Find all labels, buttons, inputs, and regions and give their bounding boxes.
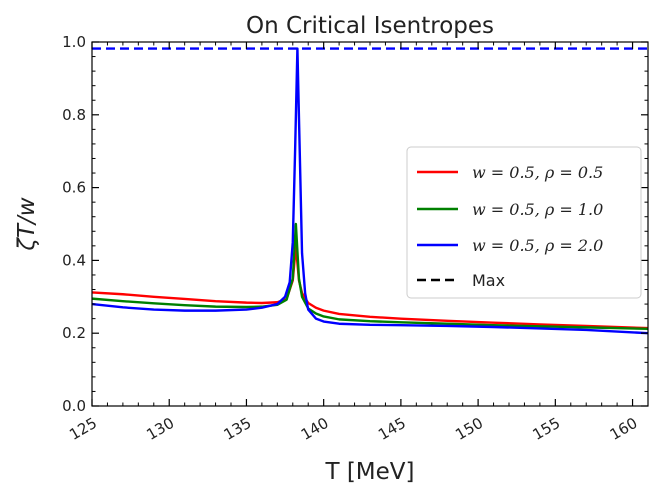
legend-label-2: w = 0.5, ρ = 2.0 xyxy=(472,236,603,255)
series-line-1 xyxy=(92,222,648,331)
x-tick-label: 135 xyxy=(221,414,255,444)
y-tick-label: 0.6 xyxy=(62,179,86,197)
y-tick-label: 1.0 xyxy=(62,33,86,51)
legend-label-0: w = 0.5, ρ = 0.5 xyxy=(472,163,603,182)
legend-box xyxy=(406,146,642,299)
x-tick-label: 130 xyxy=(143,414,177,444)
series-line-2 xyxy=(92,47,648,335)
legend: w = 0.5, ρ = 0.5 w = 0.5, ρ = 1.0 w = 0.5,… xyxy=(406,146,642,299)
chart-title: On Critical Isentropes xyxy=(246,13,494,39)
y-axis-title: ζT/w xyxy=(14,197,40,251)
y-tick-label: 0.8 xyxy=(62,106,86,124)
y-tick-label: 0.2 xyxy=(62,324,86,342)
x-tick-label: 160 xyxy=(607,414,641,444)
x-tick-label: 150 xyxy=(452,414,486,444)
x-tick-label: 125 xyxy=(66,414,100,444)
x-tick-label: 140 xyxy=(298,414,332,444)
y-tick-label: 0.4 xyxy=(62,251,86,269)
legend-label-1: w = 0.5, ρ = 1.0 xyxy=(472,200,603,219)
legend-label-3: Max xyxy=(472,271,505,290)
x-tick-label: 155 xyxy=(530,414,564,444)
y-tick-label: 0.0 xyxy=(62,397,86,415)
x-axis-title: T [MeV] xyxy=(324,459,414,485)
x-tick-label: 145 xyxy=(375,414,409,444)
legend-entries: w = 0.5, ρ = 0.5 w = 0.5, ρ = 1.0 w = 0.5,… xyxy=(417,163,603,290)
